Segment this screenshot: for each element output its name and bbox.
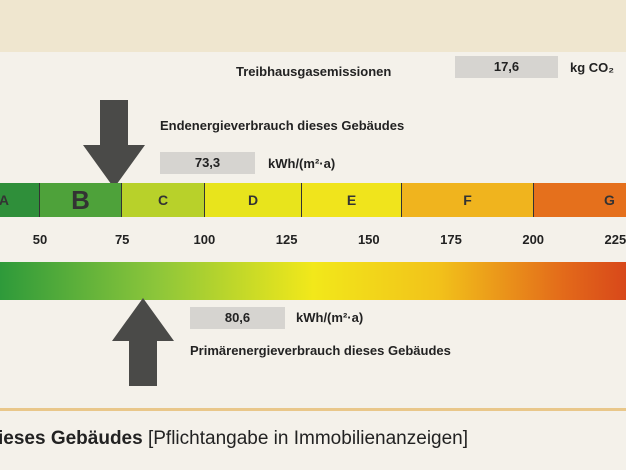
- scale-label: 125: [275, 232, 298, 247]
- primary-unit: kWh/(m²·a): [296, 310, 364, 325]
- footer: ieses Gebäudes [Pflichtangabe in Immobil…: [0, 428, 468, 450]
- up-arrow: [112, 298, 174, 386]
- class-segment: A: [0, 183, 40, 217]
- class-segment: C: [122, 183, 205, 217]
- scale-label: 225: [604, 232, 626, 247]
- ghg-label: Treibhausgasemissionen: [236, 64, 392, 79]
- gradient-bar: [0, 262, 626, 300]
- scale-label: 75: [114, 232, 130, 247]
- divider: [0, 408, 626, 411]
- scale-label: 50: [32, 232, 48, 247]
- scale-label: 200: [522, 232, 545, 247]
- top-band: [0, 0, 626, 52]
- primary-value: 80,6: [190, 307, 285, 329]
- class-segment: B: [40, 183, 122, 217]
- scale-label: 175: [440, 232, 462, 247]
- class-segment: G: [534, 183, 626, 217]
- scale-label: 150: [357, 232, 380, 247]
- scale-label: 100: [193, 232, 216, 247]
- end-energy-label: Endenergieverbrauch dieses Gebäudes: [160, 118, 405, 133]
- class-segment: E: [302, 183, 402, 217]
- class-segment: D: [205, 183, 302, 217]
- footer-bold: ieses Gebäudes: [0, 428, 143, 449]
- ghg-unit: kg CO₂: [570, 60, 615, 75]
- end-energy-value: 73,3: [160, 152, 255, 174]
- end-energy-unit: kWh/(m²·a): [268, 156, 336, 171]
- class-segment: F: [402, 183, 534, 217]
- ghg-value: 17,6: [455, 56, 558, 78]
- primary-label: Primärenergieverbrauch dieses Gebäudes: [190, 343, 451, 358]
- down-arrow: [83, 100, 145, 188]
- footer-text: [Pflichtangabe in Immobilienanzeigen]: [147, 428, 469, 449]
